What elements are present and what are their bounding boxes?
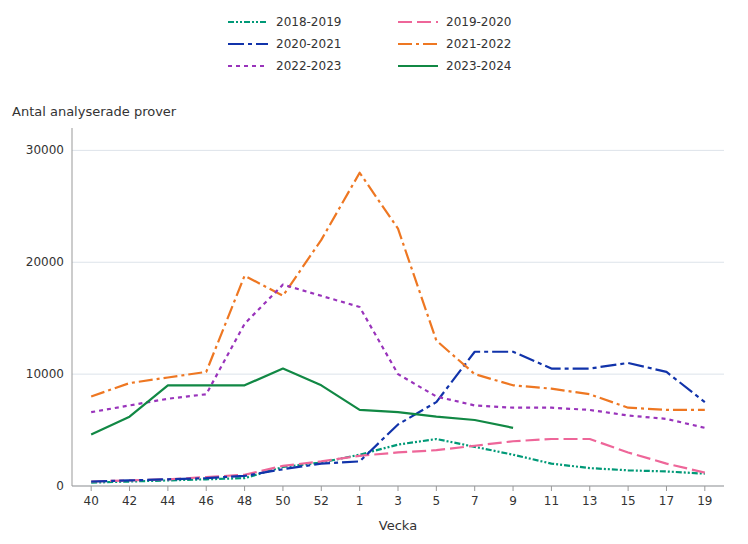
- x-tick-label: 3: [394, 494, 402, 508]
- legend-swatch: [228, 21, 268, 23]
- x-tick: [129, 486, 130, 491]
- x-tick-label: 5: [433, 494, 441, 508]
- legend-swatch: [228, 43, 268, 45]
- x-tick: [666, 486, 667, 491]
- x-tick-label: 9: [509, 494, 517, 508]
- x-tick-label: 19: [697, 494, 712, 508]
- y-tick-label: 20000: [26, 255, 64, 269]
- grid: [72, 150, 724, 486]
- x-tick: [244, 486, 245, 491]
- x-tick-label: 42: [122, 494, 137, 508]
- x-axis-label: Vecka: [379, 518, 417, 533]
- grid-line: [72, 262, 724, 263]
- series-line: [91, 285, 705, 428]
- x-tick-label: 52: [314, 494, 329, 508]
- x-tick-label: 15: [620, 494, 635, 508]
- x-tick: [91, 486, 92, 491]
- legend-label: 2018-2019: [276, 15, 341, 29]
- legend-swatch: [228, 65, 268, 67]
- x-tick: [321, 486, 322, 491]
- y-tick-label: 0: [56, 479, 64, 493]
- x-tick-label: 40: [84, 494, 99, 508]
- x-tick: [704, 486, 705, 491]
- x-tick-label: 7: [471, 494, 479, 508]
- y-tick-label: 10000: [26, 367, 64, 381]
- legend-label: 2020-2021: [276, 37, 341, 51]
- x-tick: [589, 486, 590, 491]
- legend-swatch: [398, 21, 438, 23]
- y-axis-line: [72, 128, 73, 486]
- legend-label: 2019-2020: [446, 15, 511, 29]
- x-tick-label: 17: [659, 494, 674, 508]
- series-line: [91, 352, 705, 482]
- x-tick-label: 1: [356, 494, 364, 508]
- x-tick: [628, 486, 629, 491]
- x-tick: [551, 486, 552, 491]
- x-tick-label: 11: [544, 494, 559, 508]
- x-tick: [167, 486, 168, 491]
- legend-label: 2022-2023: [276, 59, 341, 73]
- series-line: [91, 369, 513, 435]
- x-tick: [474, 486, 475, 491]
- x-tick-label: 50: [275, 494, 290, 508]
- series-line: [91, 439, 705, 483]
- x-tick-label: 13: [582, 494, 597, 508]
- y-axis-label: Antal analyserade prover: [12, 104, 177, 119]
- lines: [91, 173, 705, 483]
- x-tick-label: 48: [237, 494, 252, 508]
- y-tick-label: 30000: [26, 143, 64, 157]
- x-tick-label: 44: [160, 494, 175, 508]
- chart: 0100002000030000404244464850521357911131…: [0, 0, 748, 544]
- legend: 2018-2019 2019-2020 2020-2021 2021-2022 2022…: [228, 15, 511, 73]
- grid-line: [72, 150, 724, 151]
- x-tick-label: 46: [199, 494, 214, 508]
- legend-swatch: [398, 65, 438, 67]
- legend-label: 2023-2024: [446, 59, 511, 73]
- legend-swatch: [398, 43, 438, 45]
- x-tick: [398, 486, 399, 491]
- series-line: [91, 439, 705, 482]
- x-tick: [206, 486, 207, 491]
- x-tick: [436, 486, 437, 491]
- legend-label: 2021-2022: [446, 37, 511, 51]
- x-tick: [359, 486, 360, 491]
- x-tick: [282, 486, 283, 491]
- x-tick: [513, 486, 514, 491]
